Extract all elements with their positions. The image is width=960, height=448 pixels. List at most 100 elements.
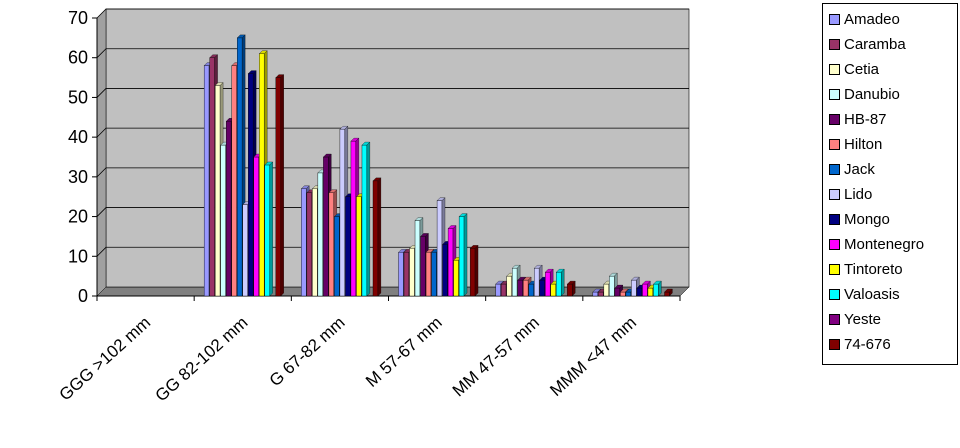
bar [458, 216, 465, 297]
bar [567, 283, 573, 297]
legend-label: Jack [844, 160, 875, 178]
bar [517, 279, 523, 297]
bar-side [561, 268, 565, 297]
bar [323, 156, 329, 297]
legend-swatch [829, 288, 840, 300]
bar [647, 287, 654, 297]
legend-swatch [829, 338, 840, 350]
y-tick-label: 0 [78, 286, 88, 306]
bar-side [658, 280, 662, 297]
legend-label: Amadeo [844, 10, 900, 28]
legend-swatch [829, 213, 840, 225]
legend-item: Tintoreto [829, 259, 903, 279]
bar [642, 283, 648, 297]
bar [209, 57, 215, 297]
bar-side [377, 177, 382, 297]
x-tick-label: GG 82-102 mm [152, 313, 252, 406]
plot-side-wall [96, 8, 107, 297]
x-tick-label: M 57-67 mm [362, 313, 446, 391]
bar [495, 283, 501, 297]
bar [420, 236, 426, 297]
x-tick-label: MM 47-57 mm [449, 313, 543, 400]
legend-swatch [829, 63, 840, 75]
bar [469, 248, 476, 297]
bar [653, 283, 659, 297]
legend-item: Amadeo [829, 9, 900, 29]
legend-swatch [829, 113, 840, 125]
bar [214, 85, 221, 297]
bar [545, 271, 551, 297]
bar [550, 283, 556, 297]
bar [317, 172, 323, 297]
bar [350, 140, 357, 297]
bar [328, 192, 335, 297]
bar [231, 65, 237, 297]
legend-item: Mongo [829, 209, 890, 229]
bar [301, 188, 307, 297]
legend-item: Cetia [829, 59, 879, 79]
legend-swatch [829, 138, 840, 150]
bar [425, 252, 432, 297]
bar [556, 271, 562, 297]
bar-side [572, 280, 576, 297]
legend-item: 74-676 [829, 334, 891, 354]
legend-label: HB-87 [844, 110, 887, 128]
y-gridline [96, 88, 689, 98]
legend-label: Hilton [844, 135, 883, 153]
legend-label: Lido [844, 185, 873, 203]
bar [620, 291, 626, 297]
bar [664, 291, 670, 297]
y-tick-label: 60 [68, 48, 88, 68]
legend-item: Yeste [829, 309, 881, 329]
legend-swatch [829, 188, 840, 200]
legend-item: HB-87 [829, 109, 887, 129]
y-tick-label: 50 [68, 87, 88, 107]
legend-label: Danubio [844, 85, 900, 103]
bar [528, 283, 534, 297]
bar-side [280, 74, 284, 297]
y-tick-label: 70 [68, 8, 88, 28]
legend-label: 74-676 [844, 335, 891, 353]
bar [264, 164, 270, 297]
y-gridline [96, 167, 689, 178]
legend-swatch [829, 238, 840, 250]
bar [312, 188, 318, 297]
bar [609, 275, 615, 297]
y-gridline [96, 127, 689, 138]
legend-item: Valoasis [829, 284, 900, 304]
bar-side [269, 161, 273, 297]
legend-label: Tintoreto [844, 260, 903, 278]
bar [592, 291, 598, 297]
bar-side [474, 244, 479, 297]
legend-label: Valoasis [844, 285, 900, 303]
y-gridline [96, 8, 689, 19]
legend-label: Montenegro [844, 235, 925, 253]
y-gridline [96, 207, 689, 217]
legend-item: Jack [829, 159, 875, 179]
legend-item: Danubio [829, 84, 900, 104]
bar-side [669, 288, 673, 297]
bar [414, 220, 421, 297]
bar [334, 216, 340, 297]
bar [361, 144, 368, 297]
x-tick-label: G 67-82 mm [266, 313, 349, 390]
bar [242, 204, 248, 297]
y-tick-label: 20 [68, 207, 88, 227]
legend-label: Cetia [844, 60, 880, 78]
legend-label: Caramba [844, 35, 906, 53]
bar [253, 156, 259, 297]
plot-wall [105, 8, 690, 288]
bar [237, 37, 243, 297]
legend-swatch [829, 163, 840, 175]
bar [372, 180, 379, 297]
legend-label: Mongo [844, 210, 890, 228]
bar [631, 279, 637, 297]
legend-item: Montenegro [829, 234, 924, 254]
legend-swatch [829, 313, 840, 325]
bar-side [366, 141, 371, 297]
legend-swatch [829, 263, 840, 275]
bar [625, 291, 632, 297]
bar [248, 73, 254, 297]
bar [500, 283, 507, 297]
